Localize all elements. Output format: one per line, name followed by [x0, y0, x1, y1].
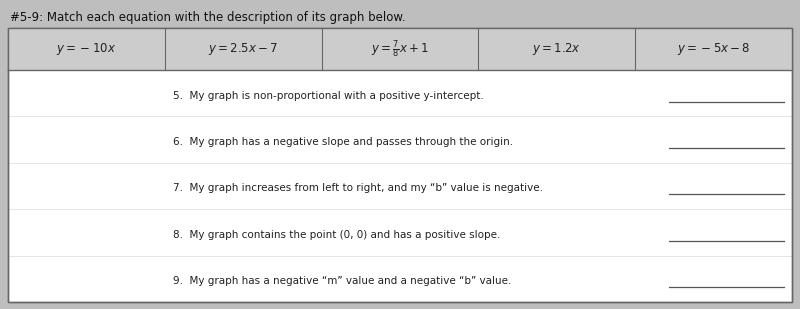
Text: $y = 1.2x$: $y = 1.2x$: [533, 41, 581, 57]
Text: $y = 2.5x - 7$: $y = 2.5x - 7$: [208, 41, 278, 57]
FancyBboxPatch shape: [8, 28, 792, 302]
Text: $y = -5x - 8$: $y = -5x - 8$: [677, 41, 750, 57]
Text: 5.  My graph is non-proportional with a positive y-intercept.: 5. My graph is non-proportional with a p…: [173, 91, 483, 100]
FancyBboxPatch shape: [8, 28, 792, 70]
Text: 9.  My graph has a negative “m” value and a negative “b” value.: 9. My graph has a negative “m” value and…: [173, 276, 511, 286]
Text: 6.  My graph has a negative slope and passes through the origin.: 6. My graph has a negative slope and pas…: [173, 137, 513, 147]
Text: 7.  My graph increases from left to right, and my “b” value is negative.: 7. My graph increases from left to right…: [173, 183, 542, 193]
Text: $y = -10x$: $y = -10x$: [56, 41, 117, 57]
Text: 8.  My graph contains the point (0, 0) and has a positive slope.: 8. My graph contains the point (0, 0) an…: [173, 230, 500, 240]
Text: $y = \frac{7}{8}x + 1$: $y = \frac{7}{8}x + 1$: [371, 38, 429, 60]
Text: #5-9: Match each equation with the description of its graph below.: #5-9: Match each equation with the descr…: [10, 11, 406, 24]
